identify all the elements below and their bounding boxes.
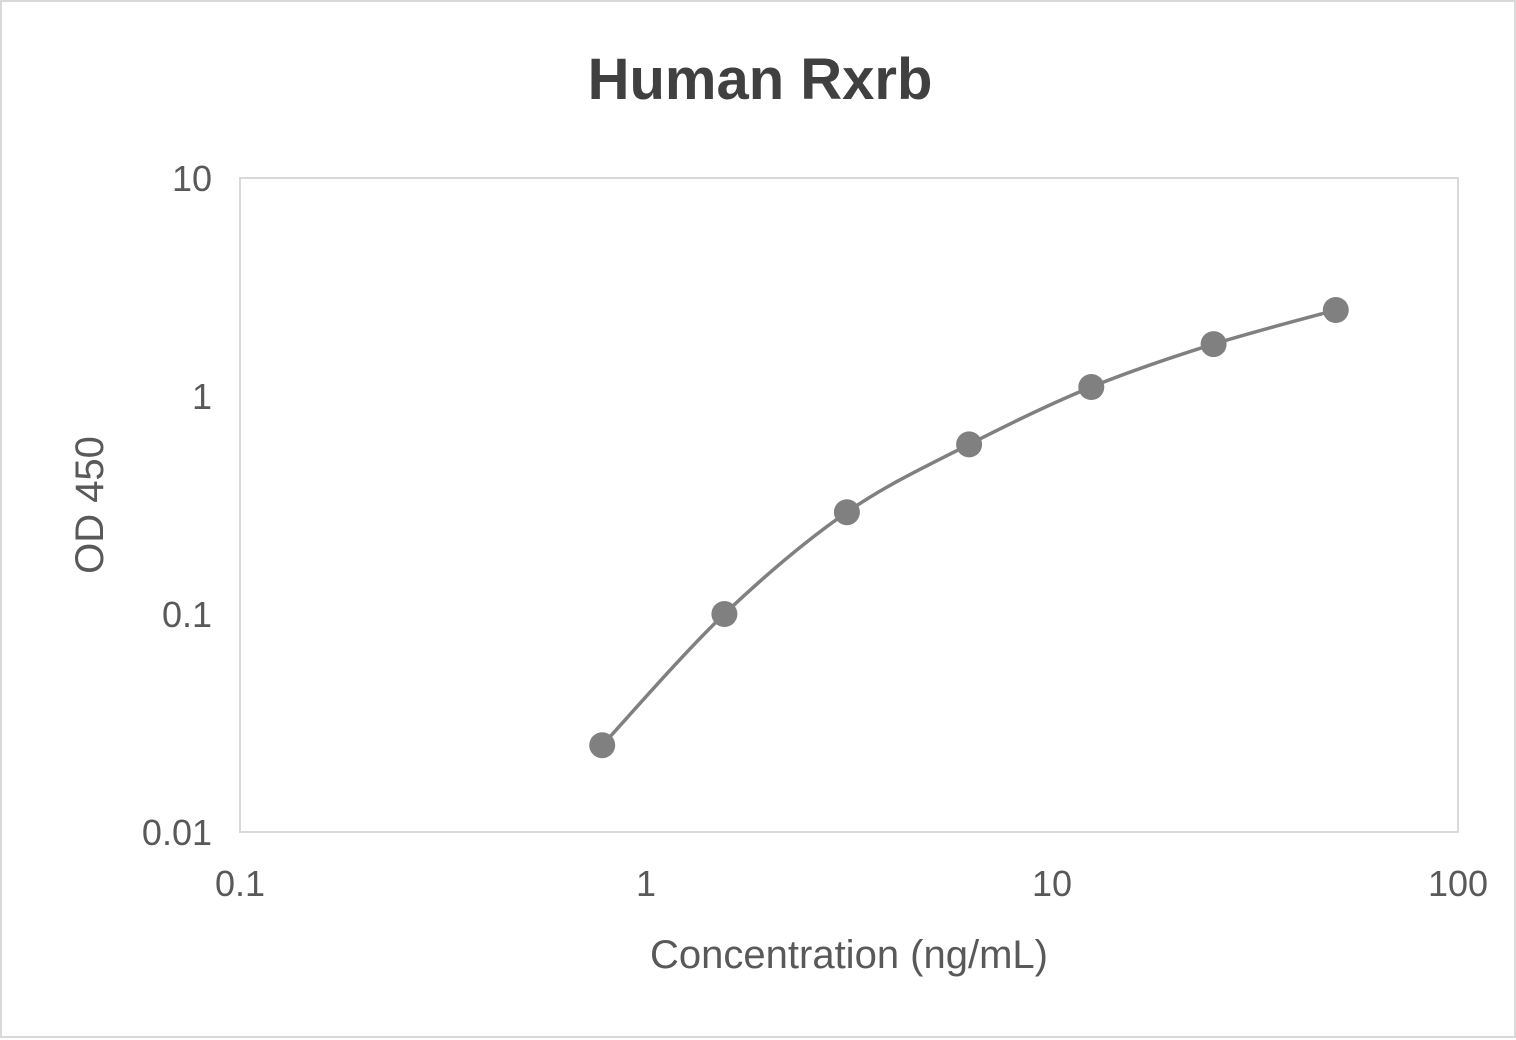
data-point: [1200, 331, 1227, 358]
data-point: [1322, 297, 1349, 323]
x-tick-label: 1: [636, 863, 656, 904]
chart-title: Human Rxrb: [588, 47, 933, 112]
data-point: [711, 601, 738, 627]
x-axis-ticks: 0.1 1 10 100: [215, 863, 1488, 904]
y-tick-label: 0.1: [162, 594, 212, 635]
x-tick-label: 0.1: [215, 863, 265, 904]
y-tick-label: 10: [172, 158, 212, 199]
series-points: [589, 297, 1349, 759]
data-point: [833, 499, 860, 526]
x-tick-label: 10: [1032, 863, 1072, 904]
data-point: [589, 732, 616, 759]
data-point: [956, 431, 983, 458]
y-tick-label: 1: [192, 376, 212, 417]
plot-area: [239, 177, 1459, 833]
y-axis-ticks: 0.01 0.1 1 10: [142, 158, 212, 853]
x-axis-title: Concentration (ng/mL): [650, 933, 1048, 977]
series-line: [600, 308, 1337, 747]
data-point: [1078, 374, 1105, 400]
y-axis-title: OD 450: [68, 436, 112, 574]
y-tick-label: 0.01: [142, 812, 212, 853]
x-tick-label: 100: [1428, 863, 1488, 904]
